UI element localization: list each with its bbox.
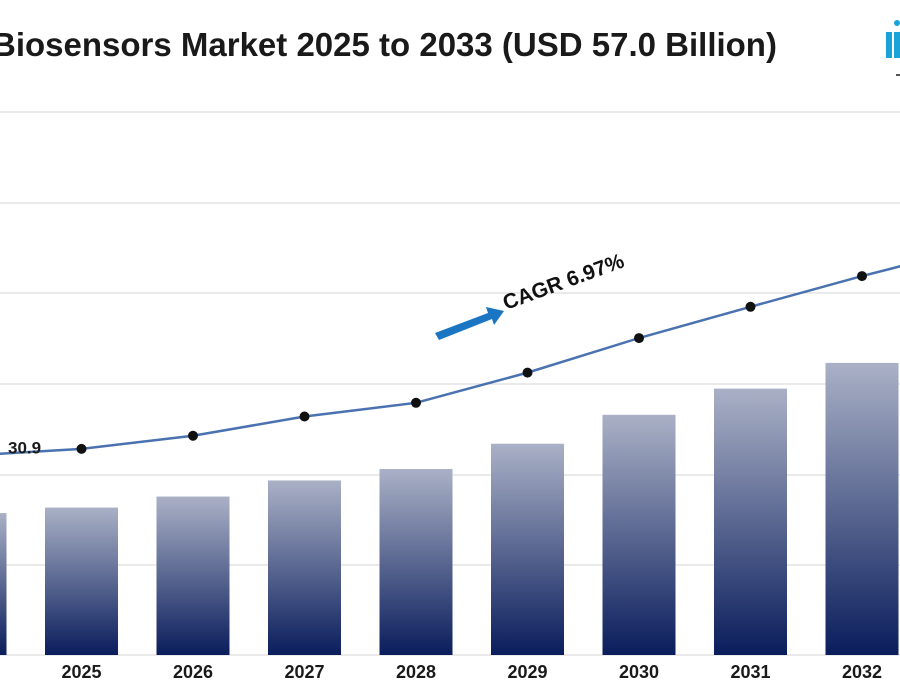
trend-marker-2030 (634, 333, 644, 344)
data-label-2024: 30.9 (8, 438, 41, 457)
bar-2024 (0, 513, 7, 655)
trend-markers (76, 271, 867, 454)
bar-2027 (268, 480, 341, 655)
trend-line (0, 265, 900, 455)
x-tick-2031: 2031 (730, 662, 770, 682)
bar-2031 (714, 388, 787, 655)
x-tick-2032: 2032 (842, 662, 882, 682)
trend-marker-2031 (745, 301, 756, 312)
trend-marker-2029 (522, 367, 533, 378)
x-axis-ticks: 2024202520262027202820292030203120322033 (61, 662, 882, 682)
bar-2025 (45, 507, 118, 655)
x-tick-2027: 2027 (284, 662, 324, 682)
trend-line-path (0, 265, 900, 455)
bar-2028 (379, 468, 453, 655)
brand-logo-icon (884, 14, 900, 78)
trend-marker-2028 (411, 397, 421, 408)
data-labels: 30.9 (8, 438, 41, 457)
x-tick-2028: 2028 (396, 662, 436, 682)
bar-2030 (602, 414, 676, 655)
cagr-arrow-icon (435, 307, 504, 340)
x-tick-2029: 2029 (507, 662, 547, 682)
bars (0, 362, 899, 655)
cagr-annotation: CAGR 6.97% (500, 249, 628, 314)
bar-2032 (825, 362, 899, 655)
bar-2029 (491, 443, 564, 655)
x-tick-2030: 2030 (619, 662, 659, 682)
trend-marker-2032 (857, 271, 867, 282)
trend-marker-2027 (299, 411, 310, 422)
bar-2026 (156, 496, 230, 655)
trend-marker-2026 (188, 430, 198, 441)
trend-marker-2025 (76, 443, 87, 454)
x-tick-2025: 2025 (61, 662, 101, 682)
x-tick-2026: 2026 (173, 662, 213, 682)
chart-title: Biosensors Market 2025 to 2033 (USD 57.0… (0, 26, 777, 63)
